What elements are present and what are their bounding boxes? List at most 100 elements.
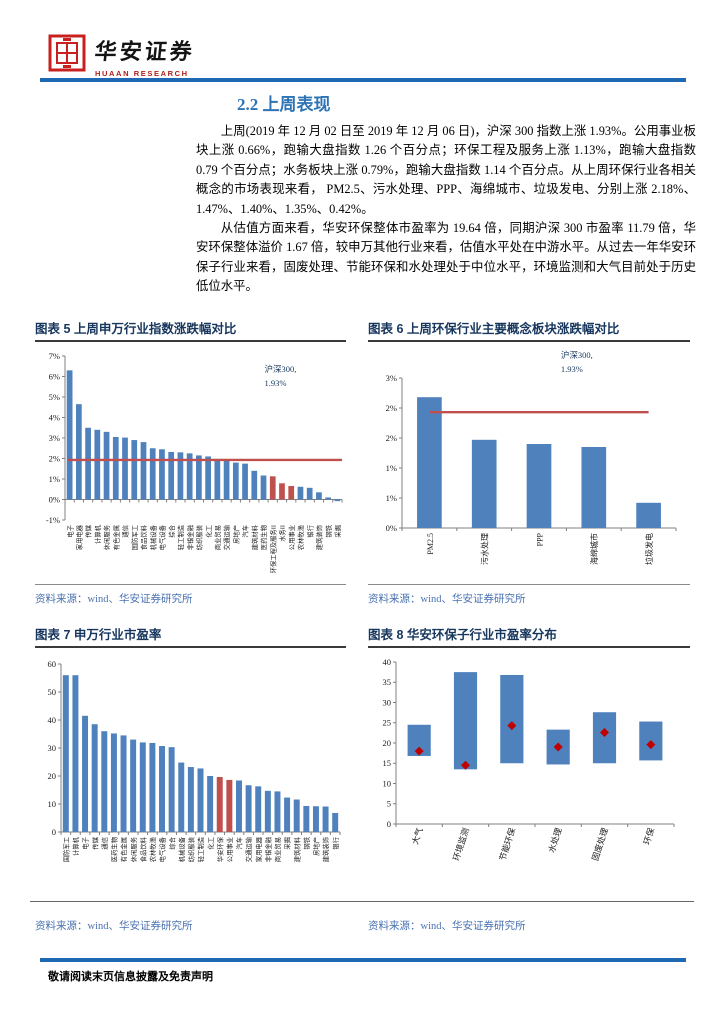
svg-text:公用事业: 公用事业: [287, 525, 296, 550]
svg-text:-1%: -1%: [46, 515, 60, 525]
svg-text:交通运输: 交通运输: [222, 524, 231, 550]
svg-text:PPP: PPP: [535, 532, 544, 546]
figure-source-rule: [368, 584, 690, 585]
svg-text:垃圾发电: 垃圾发电: [644, 533, 654, 565]
svg-text:35: 35: [383, 677, 392, 687]
svg-text:40: 40: [48, 715, 57, 725]
svg-text:30: 30: [48, 743, 57, 753]
figure5-bar-chart: 7% 6% 5% 4% 3% 2% 1% 0% -1% 沪深300, 1.93% 电子 家用电器 传媒 计算…: [46, 351, 343, 573]
svg-text:节能环保: 节能环保: [497, 826, 517, 862]
svg-text:钢铁: 钢铁: [324, 524, 333, 537]
svg-text:0: 0: [387, 819, 391, 829]
svg-text:0: 0: [52, 827, 56, 837]
svg-text:汽车: 汽车: [241, 525, 250, 538]
svg-text:环保: 环保: [642, 826, 657, 846]
figure-title: 图表 5 上周申万行业指数涨跌幅对比: [35, 322, 237, 336]
svg-text:PM2.5: PM2.5: [426, 533, 435, 555]
svg-text:计算机: 计算机: [93, 524, 102, 544]
svg-text:钢铁: 钢铁: [302, 836, 311, 849]
figure7-bar-chart: 0 10 20 30 40 50 60 国防军工 计算机 电子 传媒 通信 医药生物 有色金属 休闲服务 食品…: [48, 659, 341, 862]
svg-text:食品饮料: 食品饮料: [138, 836, 147, 862]
svg-text:房地产: 房地产: [312, 837, 321, 856]
svg-text:农林牧渔: 农林牧渔: [296, 525, 305, 550]
svg-text:1%: 1%: [49, 474, 60, 484]
svg-text:汽车: 汽车: [235, 837, 244, 850]
svg-text:5: 5: [387, 799, 391, 809]
footer-disclaimer: 敬请阅读末页信息披露及免责声明: [48, 971, 213, 983]
figure-title-rule: [35, 646, 346, 648]
svg-text:机械设备: 机械设备: [148, 524, 157, 550]
figure6-bar-chart: 0% 1% 1% 2% 2% 3% 沪深300, 1.93% PM2.5 污水处理 PPP 海绵城市 垃…: [386, 350, 677, 565]
brand-name-cn: 华安证券: [93, 39, 197, 64]
svg-text:25: 25: [383, 718, 392, 728]
svg-text:60: 60: [48, 659, 57, 669]
huaan-logo: 华安证券 HUAAN RESEARCH: [48, 34, 197, 78]
svg-text:1.93%: 1.93%: [264, 378, 286, 388]
section-title: 2.2 上周表现: [237, 95, 331, 114]
svg-text:传媒: 传媒: [84, 524, 93, 537]
svg-text:食品饮料: 食品饮料: [139, 524, 148, 550]
svg-text:10: 10: [383, 778, 392, 788]
svg-text:水处理: 水处理: [546, 826, 564, 854]
figure-8: 图表 8 华安环保子行业市盈率分布 0 5 10 15 20 25 30 35 40 大气 环境监测…: [368, 624, 690, 933]
svg-text:华安环保: 华安环保: [215, 836, 224, 862]
svg-text:非银金融: 非银金融: [185, 524, 194, 550]
svg-text:公用事业: 公用事业: [225, 837, 234, 862]
body-paragraph-2: 从估值方面来看，华安环保整体市盈率为 19.64 倍，同期沪深 300 市盈率 …: [196, 221, 696, 294]
svg-text:采掘: 采掘: [333, 525, 342, 538]
brand-text: 华安证券 HUAAN RESEARCH: [93, 34, 197, 78]
figure-title-rule: [368, 340, 690, 342]
svg-text:传媒: 传媒: [90, 836, 99, 849]
svg-text:纺织服装: 纺织服装: [195, 524, 204, 550]
figure8-range-chart: 0 5 10 15 20 25 30 35 40 大气 环境监测 节能环保 水处理 固废处理 环保: [383, 657, 675, 862]
footer-divider: [40, 958, 686, 962]
svg-text:计算机: 计算机: [71, 836, 80, 856]
svg-text:20: 20: [48, 771, 57, 781]
svg-text:3%: 3%: [386, 373, 397, 383]
svg-text:电气设备: 电气设备: [158, 524, 167, 550]
svg-text:20: 20: [383, 738, 392, 748]
svg-text:固废处理: 固废处理: [590, 826, 610, 862]
svg-text:1%: 1%: [386, 493, 397, 503]
svg-text:5%: 5%: [49, 392, 60, 402]
figure-source: 资料来源：wind、华安证券研究所: [368, 594, 526, 605]
svg-text:化工: 化工: [206, 837, 215, 850]
svg-text:房地产: 房地产: [231, 525, 240, 544]
svg-text:交通运输: 交通运输: [244, 836, 253, 862]
figure-title: 图表 7 申万行业市盈率: [35, 628, 162, 642]
svg-text:轻工制造: 轻工制造: [176, 524, 185, 550]
svg-text:电气设备: 电气设备: [158, 836, 167, 862]
figure-source: 资料来源：wind、华安证券研究所: [368, 921, 526, 932]
svg-text:家用电器: 家用电器: [74, 524, 83, 550]
svg-text:建筑材料: 建筑材料: [292, 836, 301, 862]
svg-text:农林牧渔: 农林牧渔: [148, 837, 157, 862]
figure-5: 图表 5 上周申万行业指数涨跌幅对比 7% 6% 5% 4% 3% 2% 1% 0% -1% 沪深…: [35, 318, 346, 606]
svg-text:1%: 1%: [386, 463, 397, 473]
svg-text:通信: 通信: [121, 525, 130, 538]
svg-text:2%: 2%: [386, 433, 397, 443]
svg-text:国防军工: 国防军工: [130, 525, 139, 550]
header-divider: [40, 78, 686, 82]
svg-text:有色金属: 有色金属: [111, 525, 120, 550]
figure-title-rule: [368, 646, 690, 648]
svg-text:休闲服务: 休闲服务: [102, 524, 111, 550]
svg-text:商业贸易: 商业贸易: [273, 837, 282, 862]
svg-text:国防军工: 国防军工: [61, 837, 70, 862]
svg-text:纺织服装: 纺织服装: [187, 836, 196, 862]
svg-text:机械设备: 机械设备: [177, 836, 186, 862]
svg-text:水务II: 水务II: [278, 525, 287, 542]
svg-text:污水处理: 污水处理: [480, 533, 490, 565]
figure-source: 资料来源：wind、华安证券研究所: [35, 594, 193, 605]
svg-text:海绵城市: 海绵城市: [589, 533, 599, 565]
svg-text:银行: 银行: [305, 524, 314, 537]
svg-text:大气: 大气: [410, 826, 425, 846]
svg-text:轻工制造: 轻工制造: [196, 836, 205, 862]
body-copy: 上周(2019 年 12 月 02 日至 2019 年 12 月 06 日)，沪…: [196, 122, 696, 297]
svg-text:2%: 2%: [49, 453, 60, 463]
svg-text:家用电器: 家用电器: [254, 836, 263, 862]
svg-text:30: 30: [383, 697, 392, 707]
svg-text:40: 40: [383, 657, 392, 667]
row2-source-rule: [30, 901, 694, 902]
figure-title: 图表 8 华安环保子行业市盈率分布: [368, 628, 557, 642]
svg-text:6%: 6%: [49, 371, 60, 381]
